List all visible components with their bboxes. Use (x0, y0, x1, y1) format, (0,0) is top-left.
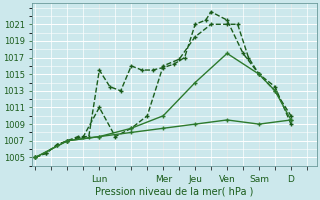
X-axis label: Pression niveau de la mer( hPa ): Pression niveau de la mer( hPa ) (95, 187, 253, 197)
